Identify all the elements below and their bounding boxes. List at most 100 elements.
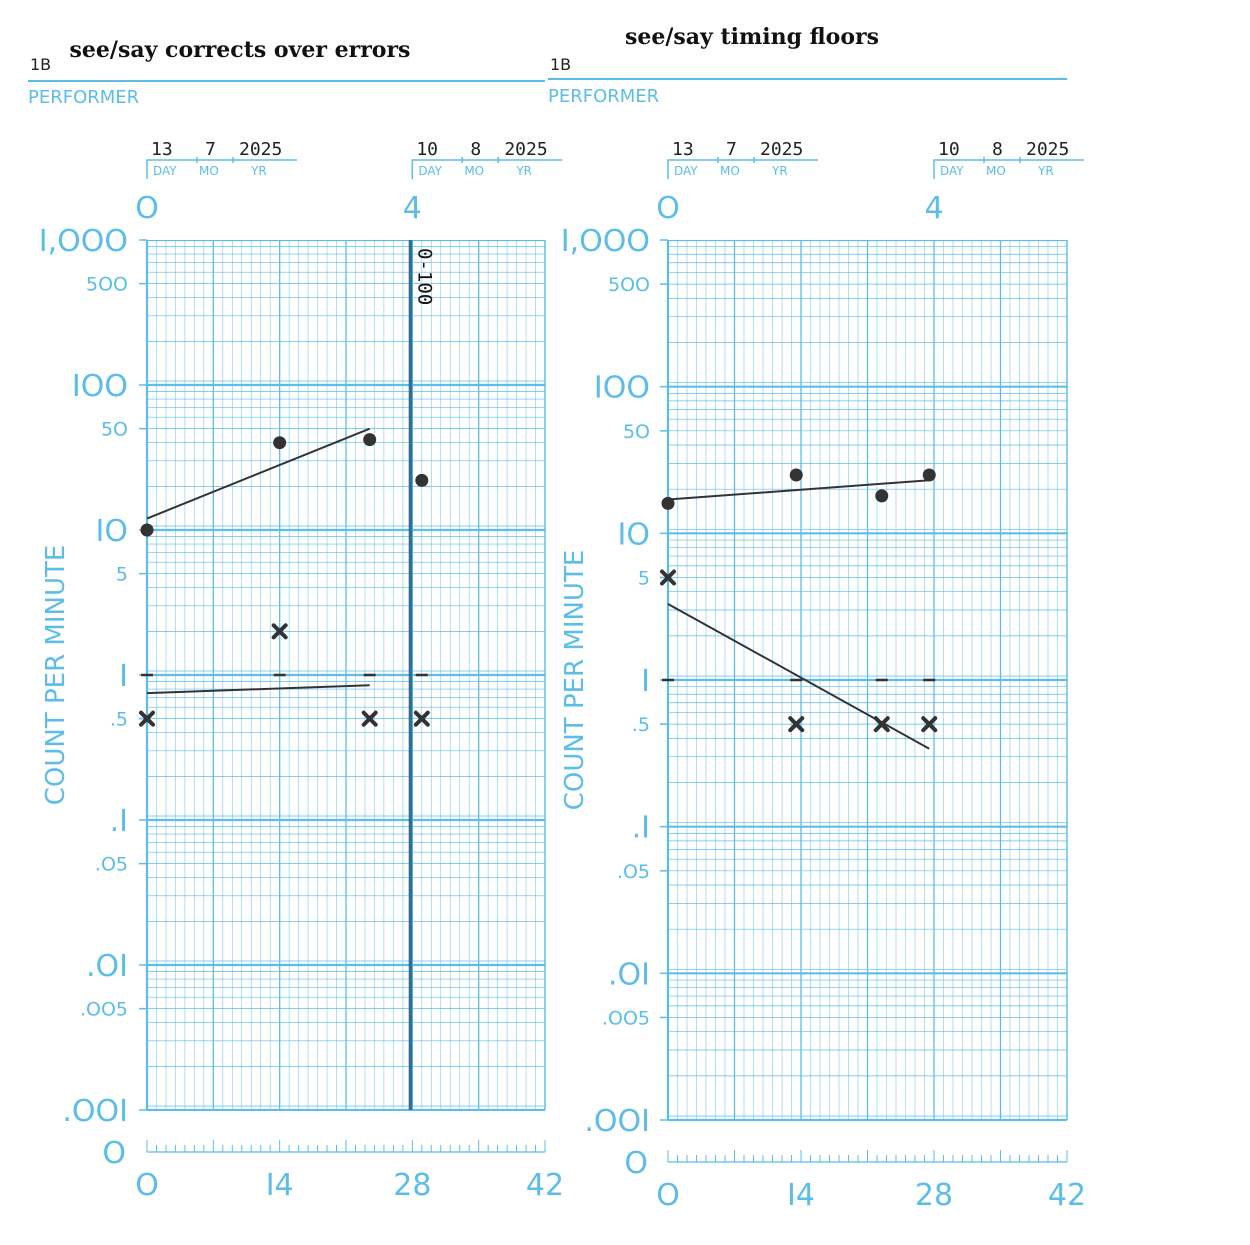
date-year: 2025 [504, 139, 547, 160]
y-tick-label: .O5 [617, 861, 650, 883]
chart-title: see/say timing floors [625, 24, 879, 50]
x-tick-label: 42 [1048, 1178, 1086, 1213]
chart-title: see/say corrects over errors [70, 37, 411, 63]
date-year: 2025 [239, 139, 282, 160]
date-year: 2025 [1026, 139, 1069, 160]
correct-dot [789, 468, 803, 482]
chart-id: 1B [550, 55, 571, 74]
chart-panel-1: see/say corrects over errors 1B PERFORMER 1… [28, 37, 564, 1203]
performer-label: PERFORMER [28, 87, 139, 108]
x-tick-label: 42 [526, 1168, 564, 1203]
date-month: 7 [726, 139, 737, 160]
y-tick-label: I [641, 664, 650, 699]
y-axis-label: COUNT PER MINUTE [560, 550, 590, 811]
error-x [413, 710, 430, 727]
week-label: 4 [924, 191, 943, 226]
error-x [921, 716, 938, 733]
y-tick-label: .OOI [584, 1104, 650, 1139]
zero-label: O [624, 1146, 648, 1181]
date-bracket [411, 159, 563, 179]
performer-label: PERFORMER [548, 86, 659, 107]
y-tick-label: .OOI [62, 1094, 128, 1129]
y-tick-label: .I [632, 811, 650, 846]
date-month: 7 [205, 139, 216, 160]
date-day: 13 [672, 139, 694, 160]
celeration-line [146, 684, 370, 695]
phase-change-label: 0-100 [413, 248, 435, 305]
error-x [361, 710, 378, 727]
y-tick-label: .5 [632, 714, 650, 736]
date-cap-year: YR [771, 164, 788, 178]
x-tick-label: I4 [266, 1168, 294, 1203]
chart-panel-2: see/say timing floors 1B PERFORMER 13 7 2025 D… [548, 24, 1086, 1213]
date-cap-year: YR [1037, 164, 1054, 178]
error-x [271, 623, 288, 640]
y-tick-label: 5 [116, 564, 128, 586]
zero-label: O [102, 1136, 126, 1171]
x-tick-label: 28 [393, 1168, 431, 1203]
y-tick-label: I,OOO [39, 224, 128, 259]
correct-dot [661, 496, 675, 510]
y-tick-label: .OI [608, 957, 650, 992]
correct-dot [875, 489, 889, 503]
date-start: 13 7 2025 DAY MO YR [146, 139, 297, 179]
date-year: 2025 [760, 139, 803, 160]
date-cap-year: YR [250, 164, 267, 178]
x-tick-label: O [656, 1178, 680, 1213]
correct-dot [273, 436, 287, 450]
date-end: 10 8 2025 DAY MO YR [933, 139, 1084, 179]
y-tick-label: .O5 [95, 854, 128, 876]
x-tick-label: O [135, 1168, 159, 1203]
y-tick-label: 5O [623, 421, 650, 443]
y-tick-label: 5OO [608, 274, 650, 296]
y-tick-label: 5OO [86, 274, 128, 296]
error-x [139, 710, 155, 727]
date-cap-day: DAY [940, 164, 964, 178]
date-bracket [933, 159, 1084, 179]
week-label: 4 [403, 191, 422, 226]
date-cap-month: MO [464, 164, 484, 178]
date-start: 13 7 2025 DAY MO YR [667, 139, 818, 179]
grid [147, 240, 546, 1111]
y-tick-label: .OO5 [80, 999, 128, 1021]
chart-id: 1B [30, 55, 51, 74]
y-tick-label: IO [618, 517, 650, 552]
date-month: 8 [470, 139, 481, 160]
date-day: 10 [938, 139, 960, 160]
correct-dot [363, 433, 377, 447]
y-tick-label: .OI [86, 949, 128, 984]
error-x [788, 716, 805, 733]
date-month: 8 [992, 139, 1003, 160]
date-bracket [146, 159, 297, 179]
y-tick-label: .OO5 [602, 1007, 650, 1029]
week-label: O [135, 191, 159, 226]
grid [668, 240, 1068, 1121]
y-tick-label: IOO [72, 369, 128, 404]
celeration-line [146, 427, 371, 520]
date-day: 10 [416, 139, 438, 160]
y-tick-label: IOO [594, 371, 650, 406]
celeration-line [667, 603, 930, 750]
y-tick-label: 5O [101, 419, 128, 441]
y-tick-label: 5 [638, 567, 650, 589]
y-tick-label: I,OOO [561, 224, 650, 259]
date-bracket [667, 159, 818, 179]
celeration-line [667, 479, 930, 501]
date-end: 10 8 2025 DAY MO YR [411, 139, 563, 179]
x-tick-label: 28 [915, 1178, 953, 1213]
y-tick-label: .5 [110, 709, 128, 731]
date-cap-month: MO [720, 164, 740, 178]
date-cap-month: MO [986, 164, 1006, 178]
x-tick-label: I4 [787, 1178, 815, 1213]
date-day: 13 [151, 139, 173, 160]
week-label: O [656, 191, 680, 226]
date-cap-month: MO [199, 164, 219, 178]
date-cap-day: DAY [674, 164, 698, 178]
y-tick-label: I [119, 659, 128, 694]
date-cap-day: DAY [418, 164, 442, 178]
correct-dot [922, 468, 936, 482]
correct-dot [415, 473, 429, 487]
date-cap-year: YR [515, 164, 532, 178]
correct-dot [140, 523, 154, 537]
